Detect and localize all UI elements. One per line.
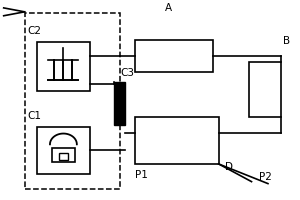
Text: C3: C3 bbox=[120, 68, 134, 78]
Bar bbox=[37, 42, 90, 91]
Bar bbox=[114, 82, 124, 125]
Text: P1: P1 bbox=[135, 170, 148, 180]
Text: C2: C2 bbox=[28, 26, 42, 36]
Bar bbox=[135, 117, 219, 164]
Bar bbox=[25, 13, 120, 189]
Bar bbox=[52, 148, 75, 162]
Bar bbox=[248, 62, 281, 117]
Bar bbox=[37, 127, 90, 174]
Bar bbox=[58, 153, 68, 160]
Text: P2: P2 bbox=[259, 172, 272, 182]
Text: A: A bbox=[165, 3, 172, 13]
Text: D: D bbox=[225, 162, 233, 172]
Bar bbox=[135, 40, 213, 72]
Text: C1: C1 bbox=[28, 111, 42, 121]
Text: B: B bbox=[283, 36, 290, 46]
